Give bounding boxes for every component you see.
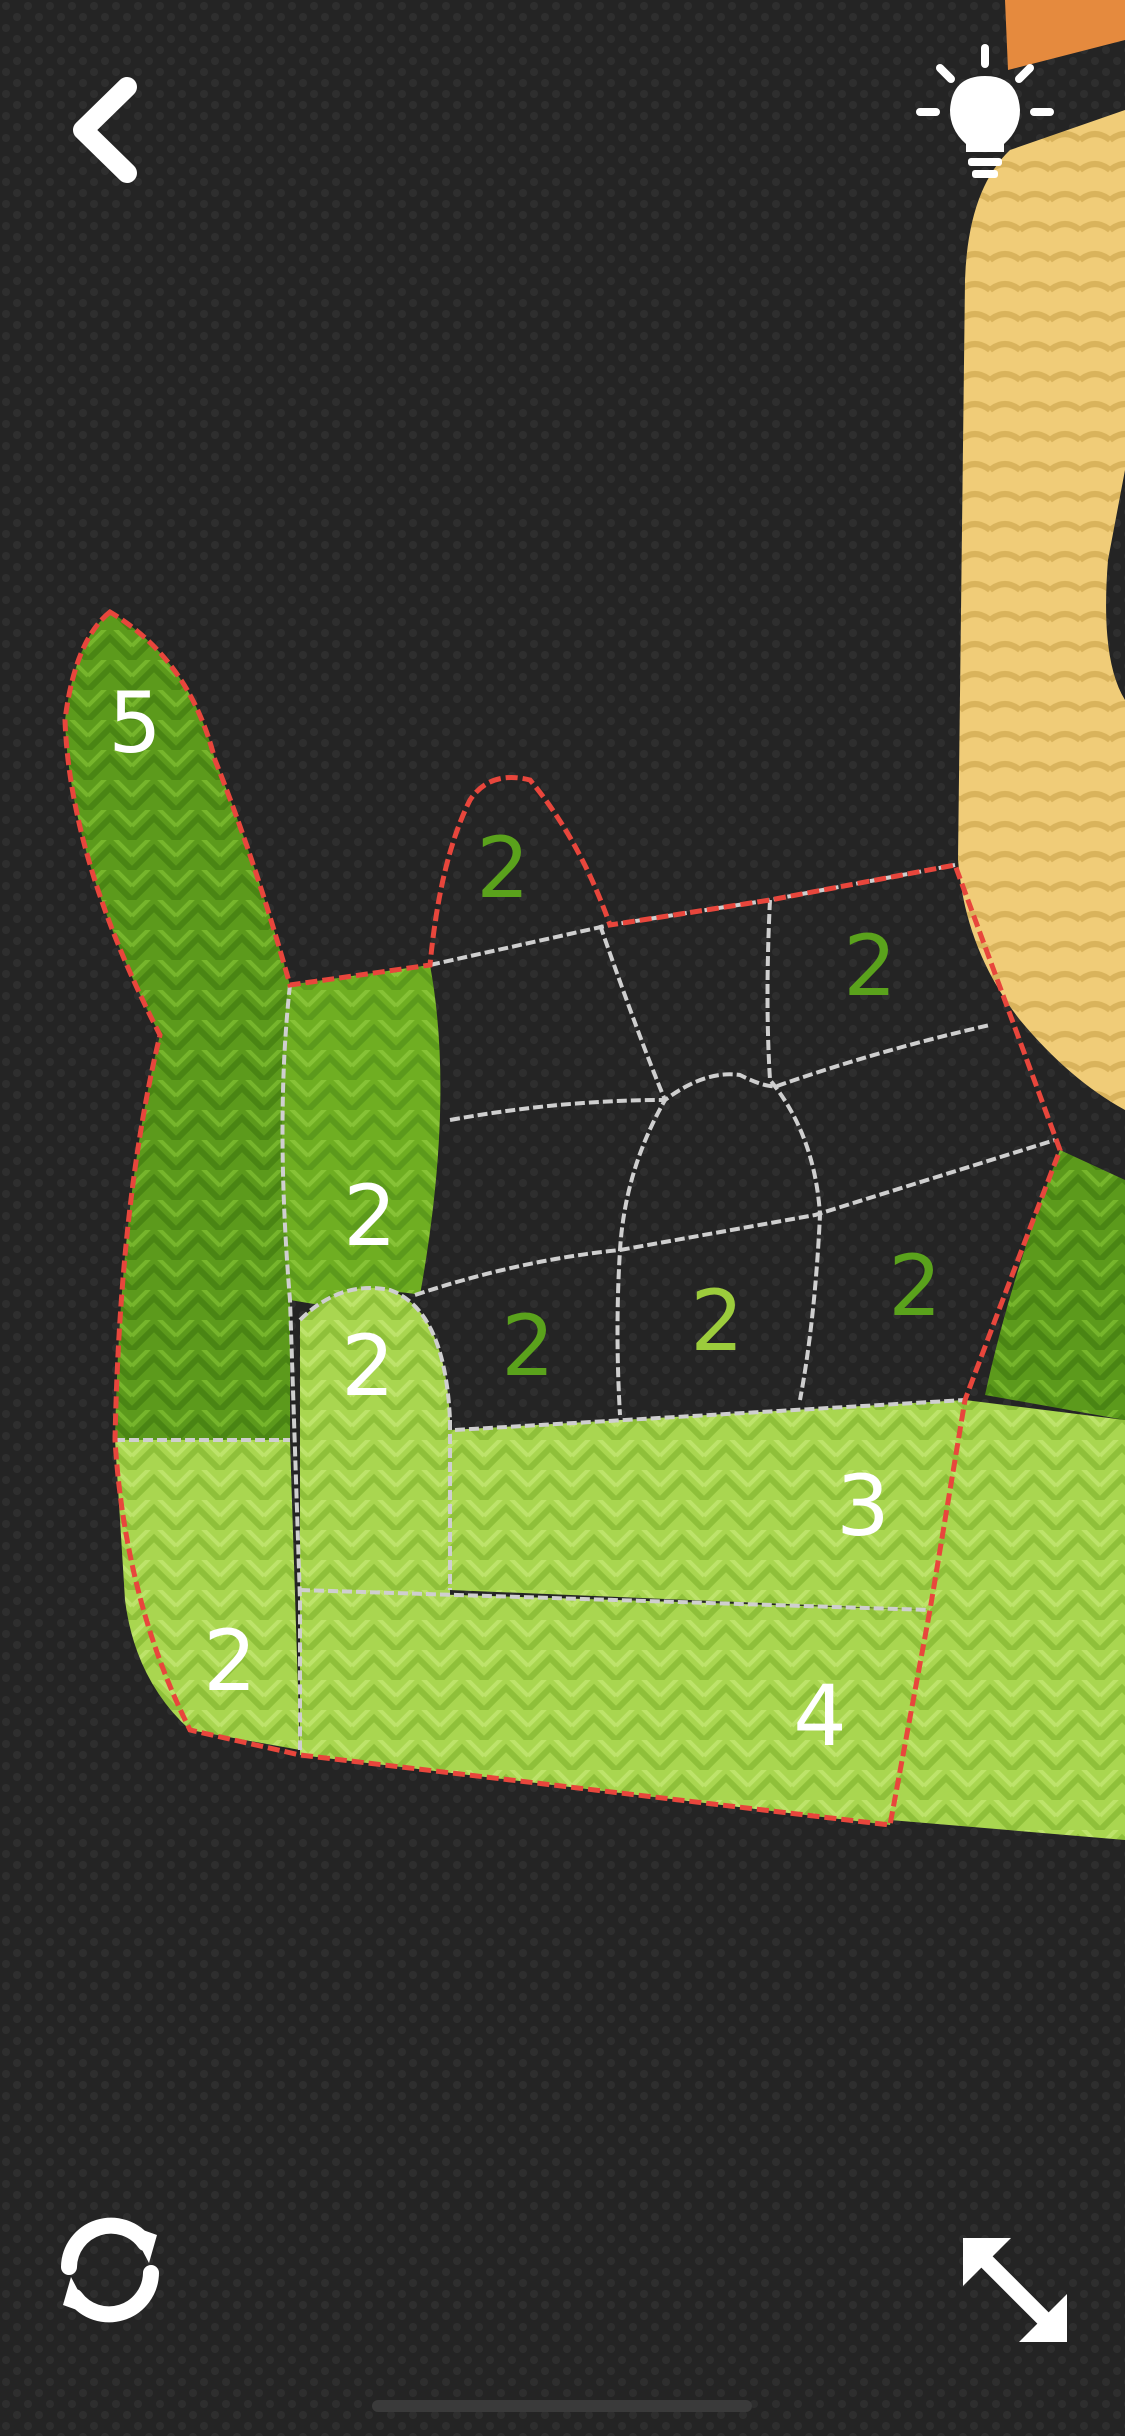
right-edge-dark-green [985,1150,1125,1420]
region-numbers: 5 2 2 2 2 2 2 2 2 3 4 [108,674,941,1765]
home-indicator [372,2400,752,2412]
number-right-cell: 2 [888,1237,941,1335]
orange-shape [1005,0,1125,70]
number-center-left-cell: 2 [501,1297,554,1395]
rotate-arrows-icon [61,2217,159,2323]
lightbulb-icon [916,44,1054,178]
number-center-cell: 2 [690,1272,743,1370]
number-palm-left-upper: 2 [343,1167,396,1265]
expand-button[interactable] [945,2220,1085,2360]
number-wrist-band-lower: 4 [793,1667,846,1765]
region-palm-left-upper[interactable] [281,965,441,1305]
number-wrist-left: 2 [203,1612,256,1710]
number-finger-middle-top: 2 [476,819,529,917]
back-chevron-icon [73,77,137,183]
expand-arrows-icon [963,2238,1067,2342]
right-edge-light-green [890,1400,1125,1840]
number-finger-left: 5 [108,674,161,772]
hint-button[interactable] [910,40,1060,190]
number-thumb-bump: 2 [341,1317,394,1415]
back-button[interactable] [50,60,160,200]
region-wrist-band-lower[interactable] [300,1590,930,1825]
region-thumb-bump[interactable] [300,1288,450,1600]
unfilled-seams [115,863,1056,1750]
number-wrist-band-upper: 3 [836,1457,889,1555]
region-wrist-band-upper[interactable] [450,1400,965,1610]
region-wrist-left[interactable] [115,1440,300,1750]
hand-outline [62,608,1063,1828]
hand-figure[interactable] [62,608,1063,1828]
number-right-top-cell: 2 [843,917,896,1015]
rotate-button[interactable] [40,2200,180,2340]
yellow-shape [958,110,1125,1110]
region-finger-left[interactable] [65,612,290,1440]
